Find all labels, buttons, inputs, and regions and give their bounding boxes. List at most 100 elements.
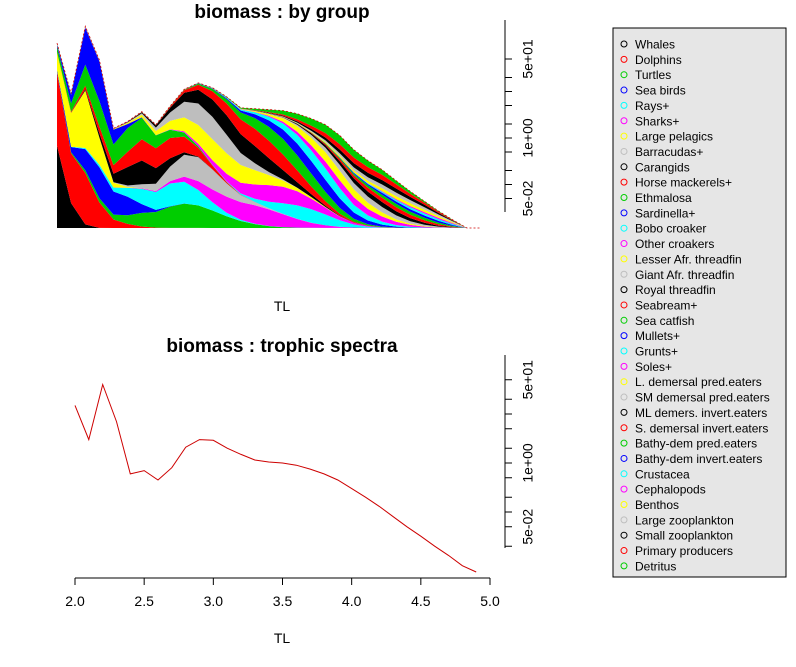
trophic-spectra-y-axis: 5e-02 1e+00 5e+01 <box>504 355 536 548</box>
legend-item: Other croakers <box>620 237 714 251</box>
legend-marker <box>620 347 628 355</box>
legend-marker <box>620 286 628 294</box>
legend-label: Rays+ <box>635 99 669 113</box>
legend-label: Dolphins <box>635 53 682 67</box>
area-layer-14 <box>57 27 481 228</box>
legend-label: Cephalopods <box>635 483 706 497</box>
legend-marker <box>620 501 628 508</box>
legend-marker <box>620 101 628 109</box>
legend-label: Royal threadfin <box>635 283 716 297</box>
legend-marker <box>620 516 628 524</box>
y-tick-label: 5e-02 <box>520 180 536 216</box>
legend-marker <box>620 408 628 416</box>
legend-label: Bathy-dem pred.eaters <box>635 437 757 451</box>
legend-item: Whales <box>620 38 675 52</box>
legend-label: Bobo croaker <box>635 222 706 236</box>
legend-label: Other croakers <box>635 237 714 251</box>
legend-item: Large zooplankton <box>620 513 734 527</box>
legend-item: Royal threadfin <box>620 283 716 297</box>
x-tick-label: 4.5 <box>411 593 431 609</box>
legend-item: Benthos <box>620 498 679 512</box>
legend-label: Barracudas+ <box>635 145 703 159</box>
legend-item: Ethmalosa <box>620 191 692 205</box>
legend-label: Crustacea <box>635 467 690 481</box>
legend-item: Sea birds <box>620 84 686 98</box>
area-layer-33 <box>57 26 481 229</box>
legend-item: Sharks+ <box>620 114 679 128</box>
x-tick-label: 2.5 <box>134 593 154 609</box>
legend-marker <box>620 424 628 432</box>
legend-item: Seabream+ <box>620 298 697 312</box>
legend-item: Cephalopods <box>620 483 706 497</box>
legend-box <box>612 27 787 578</box>
legend-label: Sea catfish <box>635 314 694 328</box>
legend-item: Sea catfish <box>620 314 694 328</box>
legend-label: Large pelagics <box>635 130 713 144</box>
trophic-spectra-title: biomass : trophic spectra <box>166 336 398 357</box>
y-tick-label: 5e-02 <box>520 509 536 545</box>
legend-label: Large zooplankton <box>635 513 734 527</box>
legend-label: Mullets+ <box>635 329 680 343</box>
y-tick-label: 1e+00 <box>520 118 536 158</box>
x-tick-label: 3.5 <box>273 593 293 609</box>
y-tick-label: 5e+01 <box>520 360 536 400</box>
legend-marker <box>620 163 628 171</box>
legend-marker <box>620 301 628 309</box>
x-tick-label: 2.0 <box>65 593 85 609</box>
legend-label: Grunts+ <box>635 345 678 359</box>
legend-marker <box>620 147 628 155</box>
area-layers <box>56 24 481 229</box>
legend-label: Lesser Afr. threadfin <box>635 252 742 266</box>
x-tick-label: 3.0 <box>204 593 224 609</box>
y-tick-label: 1e+00 <box>520 443 536 483</box>
legend-marker <box>620 240 628 248</box>
legend-marker <box>620 378 628 386</box>
legend-item: ML demers. invert.eaters <box>620 406 767 420</box>
legend-marker <box>620 439 628 447</box>
legend-marker <box>620 71 628 79</box>
legend-item: Bobo croaker <box>620 222 706 236</box>
legend-label: Benthos <box>635 498 679 512</box>
legend-label: Bathy-dem invert.eaters <box>635 452 762 466</box>
legend-item: Small zooplankton <box>620 529 733 543</box>
legend-marker <box>620 316 628 324</box>
legend-label: Sardinella+ <box>635 206 695 220</box>
legend-item: Primary producers <box>620 544 733 558</box>
legend-label: Soles+ <box>635 360 672 374</box>
legend-label: Giant Afr. threadfin <box>635 268 734 282</box>
legend-marker <box>620 547 628 555</box>
legend-label: Sharks+ <box>635 114 679 128</box>
legend-item: S. demersal invert.eaters <box>620 421 768 435</box>
legend-marker <box>620 117 628 125</box>
legend-label: S. demersal invert.eaters <box>635 421 768 435</box>
legend-item: Bathy-dem pred.eaters <box>620 437 757 451</box>
legend-marker <box>620 562 628 570</box>
legend-marker <box>620 194 628 201</box>
legend-label: Small zooplankton <box>635 529 733 543</box>
legend-label: Seabream+ <box>635 298 697 312</box>
legend-item: SM demersal pred.eaters <box>620 391 770 405</box>
by-group-panel: biomass : by group 5e-02 1e+00 5e+01 TL <box>56 2 536 314</box>
legend-item: Lesser Afr. threadfin <box>620 252 742 266</box>
legend-marker <box>620 531 628 539</box>
by-group-x-label: TL <box>274 298 291 314</box>
legend-item: Crustacea <box>620 467 690 481</box>
trophic-spectra-x-axis: 2.0 2.5 3.0 3.5 4.0 4.5 5.0 <box>65 577 500 609</box>
area-layer-10 <box>57 51 481 228</box>
legend-label: Horse mackerels+ <box>635 176 732 190</box>
legend-label: Whales <box>635 38 675 52</box>
legend-item: Giant Afr. threadfin <box>620 268 734 282</box>
legend-marker <box>620 393 628 401</box>
legend-item: Large pelagics <box>620 130 713 144</box>
legend-marker <box>620 470 628 478</box>
legend-marker <box>620 40 628 48</box>
y-tick-label: 5e+01 <box>520 39 536 79</box>
trophic-spectra-x-label: TL <box>274 630 291 646</box>
legend-item: Carangids <box>620 160 690 174</box>
by-group-title: biomass : by group <box>194 2 369 23</box>
legend-label: SM demersal pred.eaters <box>635 391 770 405</box>
legend-item: Grunts+ <box>620 345 678 359</box>
stack-top-outline <box>56 24 481 229</box>
legend-item: Bathy-dem invert.eaters <box>620 452 762 466</box>
